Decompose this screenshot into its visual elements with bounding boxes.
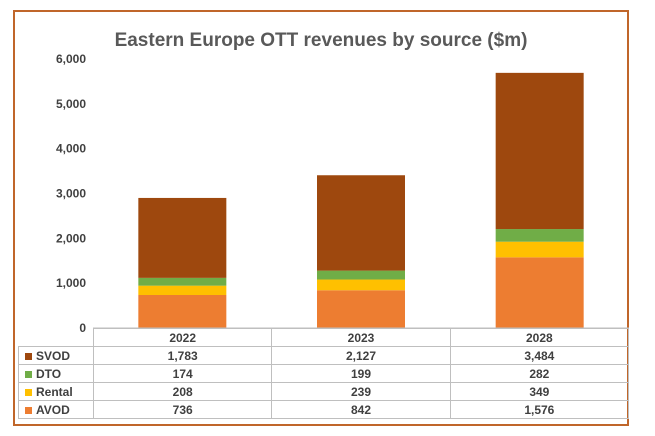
table-row-rental: Rental 208 239 349 [18, 382, 630, 401]
avod-2023-value: 842 [271, 400, 451, 419]
y-tick-label: 1,000 [56, 276, 86, 290]
bar-rental-2023 [317, 279, 405, 291]
bar-svod-2022 [138, 197, 227, 278]
series-name-avod: AVOD [36, 402, 70, 417]
svod-2028-value: 3,484 [449, 346, 630, 365]
y-tick-label: 2,000 [56, 231, 86, 245]
dto-2028-value: 282 [449, 364, 630, 383]
avod-2028-value: 1,576 [449, 400, 630, 419]
svod-2023-value: 2,127 [271, 346, 451, 365]
bar-avod-2022 [138, 295, 227, 328]
table-category-2023: 2023 [271, 328, 451, 347]
rental-legend-swatch [25, 388, 32, 396]
table-row-head: DTO [18, 364, 94, 383]
data-table: 2022 2023 2028 SVOD 1,783 2,127 3,484 DT… [18, 328, 630, 419]
table-corner-cell [18, 328, 94, 347]
table-row-head: SVOD [18, 346, 94, 365]
svod-legend-swatch [25, 352, 32, 360]
table-row-head: Rental [18, 382, 94, 401]
bar-dto-2023 [317, 270, 405, 280]
table-category-2022: 2022 [92, 328, 273, 347]
chart-plot: 0 1,000 2,000 3,000 4,000 5,000 6,000 [56, 52, 629, 335]
series-name-svod: SVOD [36, 348, 71, 363]
y-tick-label: 5,000 [56, 97, 86, 111]
table-row-svod: SVOD 1,783 2,127 3,484 [18, 346, 630, 365]
y-tick-label: 4,000 [56, 142, 86, 156]
bar-rental-2028 [495, 241, 584, 258]
rental-2022-value: 208 [92, 382, 273, 401]
bar-avod-2023 [317, 290, 405, 328]
avod-legend-swatch [25, 406, 32, 414]
bar-dto-2022 [138, 277, 227, 286]
bar-dto-2028 [495, 229, 584, 242]
rental-2028-value: 349 [449, 382, 630, 401]
dto-legend-swatch [25, 370, 32, 378]
chart-title: Eastern Europe OTT revenues by source ($… [114, 30, 528, 51]
bar-svod-2023 [317, 175, 405, 271]
dto-2023-value: 199 [271, 364, 451, 383]
table-row-avod: AVOD 736 842 1,576 [18, 400, 630, 419]
dto-2022-value: 174 [92, 364, 273, 383]
table-row-head: AVOD [18, 400, 94, 419]
bar-avod-2028 [495, 257, 584, 328]
table-row-dto: DTO 174 199 282 [18, 364, 630, 383]
bar-rental-2022 [138, 285, 227, 296]
y-tick-label: 6,000 [56, 52, 86, 66]
table-category-2028: 2028 [449, 328, 630, 347]
bar-svod-2028 [495, 72, 584, 230]
y-tick-label: 0 [79, 321, 86, 335]
svod-2022-value: 1,783 [92, 346, 273, 365]
avod-2022-value: 736 [92, 400, 273, 419]
series-name-dto: DTO [36, 366, 62, 381]
y-tick-label: 3,000 [56, 187, 86, 201]
rental-2023-value: 239 [271, 382, 451, 401]
table-header-row: 2022 2023 2028 [18, 328, 630, 347]
series-name-rental: Rental [36, 384, 73, 399]
